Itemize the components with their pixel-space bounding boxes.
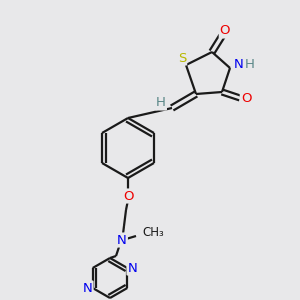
Text: H: H	[245, 58, 255, 71]
Text: O: O	[241, 92, 251, 104]
Text: N: N	[117, 233, 127, 247]
Text: CH₃: CH₃	[142, 226, 164, 239]
Text: O: O	[220, 25, 230, 38]
Text: H: H	[156, 97, 166, 110]
Text: N: N	[128, 262, 137, 275]
Text: S: S	[178, 52, 186, 64]
Text: N: N	[234, 58, 244, 71]
Text: O: O	[123, 190, 133, 202]
Text: N: N	[83, 281, 93, 295]
